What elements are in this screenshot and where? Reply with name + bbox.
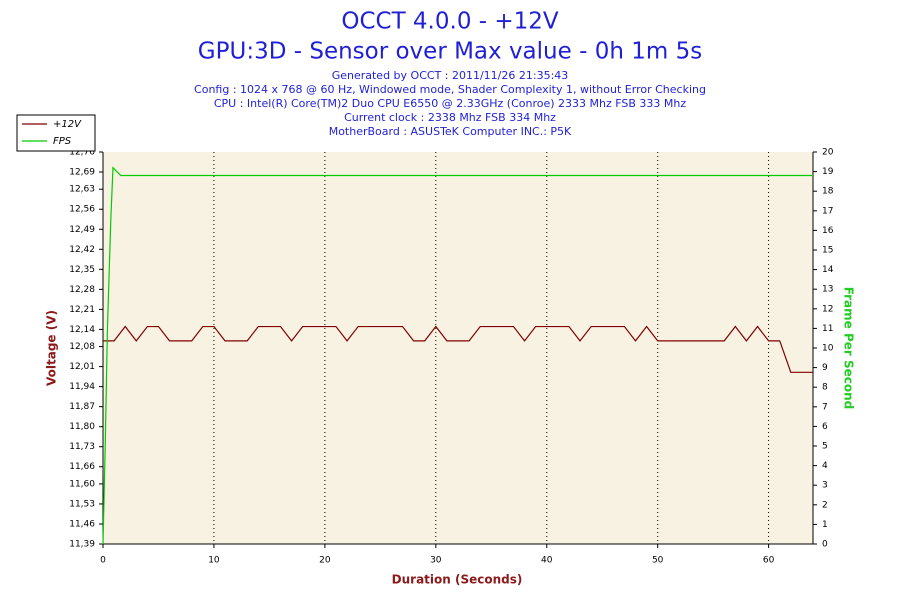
y-tick-label: 11,60 (69, 479, 95, 489)
y2-tick-label: 2 (822, 500, 828, 510)
y-tick-label: 11,87 (69, 402, 95, 412)
y-tick-label: 11,94 (69, 382, 95, 392)
y-tick-label: 11,39 (69, 540, 95, 550)
y2-tick-label: 19 (822, 167, 834, 177)
x-tick-label: 40 (541, 556, 553, 566)
x-tick-label: 60 (763, 556, 775, 566)
y2-tick-label: 5 (822, 442, 828, 452)
y-tick-label: 11,46 (69, 519, 95, 529)
subtitle: Config : 1024 x 768 @ 60 Hz, Windowed mo… (194, 83, 706, 96)
legend-label: +12V (53, 119, 82, 130)
y-tick-label: 12,42 (69, 245, 95, 255)
y2-tick-label: 18 (822, 187, 834, 197)
y-tick-label: 11,66 (69, 462, 95, 472)
y2-tick-label: 6 (822, 422, 828, 432)
subtitle: CPU : Intel(R) Core(TM)2 Duo CPU E6550 @… (214, 97, 686, 110)
y-tick-label: 12,28 (69, 285, 95, 295)
y2-tick-label: 1 (822, 520, 828, 530)
y-tick-label: 11,80 (69, 422, 95, 432)
y-tick-label: 12,63 (69, 185, 95, 195)
y-tick-label: 12,76 (69, 148, 95, 158)
y2-tick-label: 11 (822, 324, 833, 334)
y2-tick-label: 16 (822, 226, 834, 236)
y2-axis-label: Frame Per Second (842, 287, 856, 410)
subtitle: Generated by OCCT : 2011/11/26 21:35:43 (332, 69, 569, 82)
series-line (103, 325, 813, 373)
y2-tick-label: 20 (822, 148, 834, 158)
y2-tick-label: 14 (822, 265, 834, 275)
y2-tick-label: 17 (822, 206, 833, 216)
y2-tick-label: 3 (822, 481, 828, 491)
y2-tick-label: 15 (822, 246, 833, 256)
x-tick-label: 30 (430, 556, 442, 566)
y-tick-label: 11,53 (69, 499, 95, 509)
y2-tick-label: 12 (822, 304, 833, 314)
y-tick-label: 11,73 (69, 442, 95, 452)
y2-tick-label: 9 (822, 363, 828, 373)
y2-tick-label: 7 (822, 402, 828, 412)
x-tick-label: 0 (100, 556, 106, 566)
y-tick-label: 12,35 (69, 265, 95, 275)
legend-box (16, 114, 96, 152)
y2-tick-label: 4 (822, 461, 828, 471)
y-tick-label: 12,21 (69, 305, 95, 315)
x-axis-label: Duration (Seconds) (392, 573, 523, 587)
y2-tick-label: 10 (822, 344, 834, 354)
y2-tick-label: 8 (822, 383, 828, 393)
subtitle: Current clock : 2338 Mhz FSB 334 Mhz (344, 111, 556, 124)
plot-area (103, 152, 813, 544)
legend-label: FPS (53, 136, 72, 147)
chart-title: OCCT 4.0.0 - +12V (341, 9, 559, 35)
x-tick-label: 50 (652, 556, 664, 566)
y-tick-label: 12,14 (69, 325, 95, 335)
y-tick-label: 12,08 (69, 342, 95, 352)
x-tick-label: 10 (208, 556, 220, 566)
y-axis-label: Voltage (V) (45, 310, 59, 386)
y-tick-label: 12,69 (69, 168, 95, 178)
chart-title: GPU:3D - Sensor over Max value - 0h 1m 5… (198, 39, 702, 65)
x-tick-label: 20 (319, 556, 331, 566)
y-tick-label: 12,49 (69, 225, 95, 235)
series-line (102, 166, 813, 545)
subtitle: MotherBoard : ASUSTeK Computer INC.: P5K (329, 125, 572, 138)
y-tick-label: 12,01 (69, 362, 95, 372)
y2-tick-label: 13 (822, 285, 833, 295)
y2-tick-label: 0 (822, 540, 828, 550)
y-tick-label: 12,56 (69, 205, 95, 215)
